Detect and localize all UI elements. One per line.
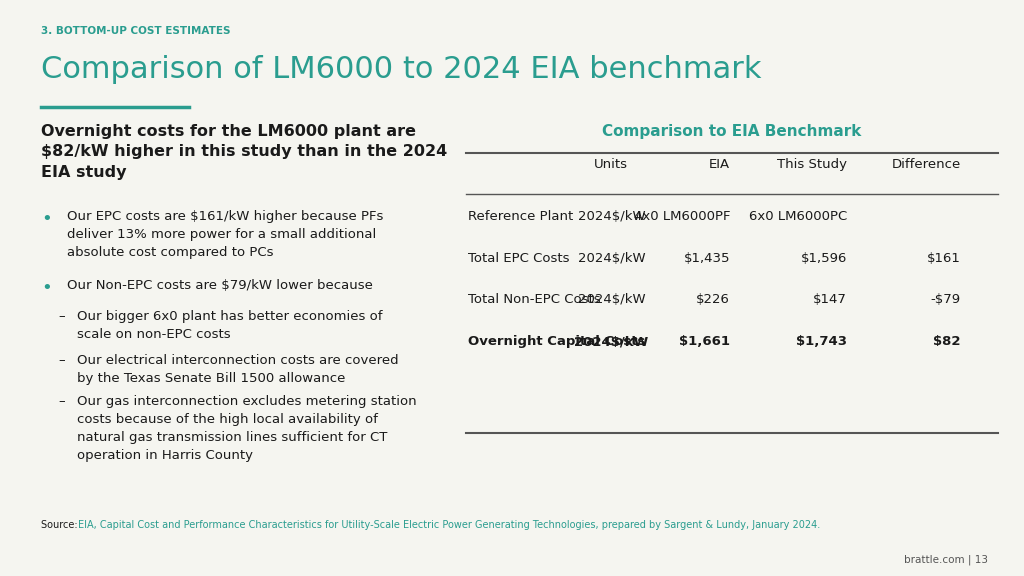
- Text: 3. BOTTOM-UP COST ESTIMATES: 3. BOTTOM-UP COST ESTIMATES: [41, 26, 230, 36]
- Text: Our electrical interconnection costs are covered
by the Texas Senate Bill 1500 a: Our electrical interconnection costs are…: [77, 354, 398, 385]
- Text: brattle.com | 13: brattle.com | 13: [904, 554, 988, 564]
- Text: Source:: Source:: [41, 520, 81, 529]
- Text: $1,435: $1,435: [684, 252, 730, 265]
- Text: Our gas interconnection excludes metering station
costs because of the high loca: Our gas interconnection excludes meterin…: [77, 395, 417, 461]
- Text: Our EPC costs are $161/kW higher because PFs
deliver 13% more power for a small : Our EPC costs are $161/kW higher because…: [67, 210, 383, 259]
- Text: •: •: [41, 210, 51, 228]
- Text: $226: $226: [696, 293, 730, 306]
- Text: $147: $147: [813, 293, 847, 306]
- Text: 2024$/kW: 2024$/kW: [578, 210, 645, 223]
- Text: -$79: -$79: [931, 293, 961, 306]
- Text: Our bigger 6x0 plant has better economies of
scale on non-EPC costs: Our bigger 6x0 plant has better economie…: [77, 310, 382, 341]
- Text: 2024$/kW: 2024$/kW: [578, 293, 645, 306]
- Text: Our Non-EPC costs are $79/kW lower because: Our Non-EPC costs are $79/kW lower becau…: [67, 279, 373, 293]
- Text: 4x0 LM6000PF: 4x0 LM6000PF: [634, 210, 730, 223]
- Text: $1,743: $1,743: [796, 335, 847, 348]
- Text: This Study: This Study: [777, 158, 847, 172]
- Text: $82: $82: [933, 335, 961, 348]
- Text: EIA: EIA: [709, 158, 730, 172]
- Text: Units: Units: [594, 158, 629, 172]
- Text: Overnight costs for the LM6000 plant are
$82/kW higher in this study than in the: Overnight costs for the LM6000 plant are…: [41, 124, 447, 180]
- Text: Total EPC Costs: Total EPC Costs: [468, 252, 569, 265]
- Text: Difference: Difference: [891, 158, 961, 172]
- Text: EIA, Capital Cost and Performance Characteristics for Utility-Scale Electric Pow: EIA, Capital Cost and Performance Charac…: [78, 520, 820, 529]
- Text: Comparison to EIA Benchmark: Comparison to EIA Benchmark: [602, 124, 862, 139]
- Text: 6x0 LM6000PC: 6x0 LM6000PC: [749, 210, 847, 223]
- Text: $161: $161: [927, 252, 961, 265]
- Text: $1,661: $1,661: [679, 335, 730, 348]
- Text: –: –: [58, 310, 65, 323]
- Text: $1,596: $1,596: [801, 252, 847, 265]
- Text: 2024$/kW: 2024$/kW: [578, 252, 645, 265]
- Text: –: –: [58, 354, 65, 367]
- Text: •: •: [41, 279, 51, 297]
- Text: Reference Plant: Reference Plant: [468, 210, 573, 223]
- Text: Total Non-EPC Costs: Total Non-EPC Costs: [468, 293, 601, 306]
- Text: Comparison of LM6000 to 2024 EIA benchmark: Comparison of LM6000 to 2024 EIA benchma…: [41, 55, 762, 84]
- Text: –: –: [58, 395, 65, 408]
- Text: Overnight Capital Costs: Overnight Capital Costs: [468, 335, 645, 348]
- Text: 2024$/kW: 2024$/kW: [574, 335, 648, 348]
